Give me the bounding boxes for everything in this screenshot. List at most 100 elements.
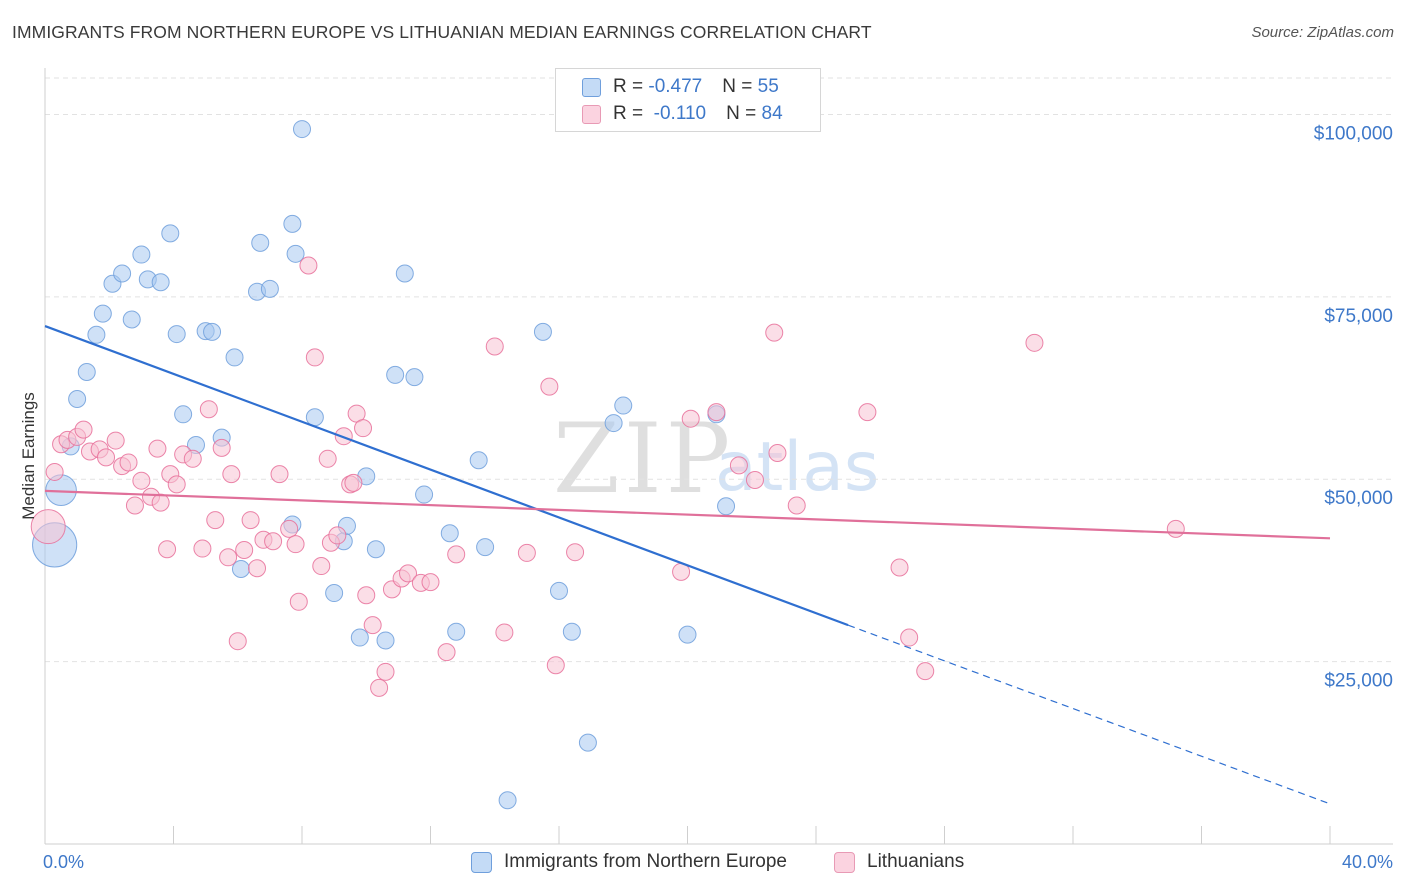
series-lithuanians [30,256,1185,697]
data-point [916,662,935,681]
data-point [437,643,456,662]
data-point [158,540,177,559]
data-point [469,451,488,470]
data-point [566,543,585,562]
data-point [858,403,877,422]
series-legend: Immigrants from Northern Europe Lithuani… [0,851,1406,877]
legend-n-value: 84 [761,103,783,124]
data-point [1166,519,1185,538]
data-point [562,622,581,641]
data-point [354,419,373,438]
data-point [325,584,344,603]
legend-n-label: N = [722,76,758,97]
data-point [122,310,141,329]
data-point [328,526,347,545]
data-point [45,462,64,481]
data-point [206,511,225,530]
legend-swatch-lithuanians [582,104,601,124]
data-point [77,362,96,381]
data-point [119,453,138,472]
data-point [241,511,260,530]
data-point [183,449,202,468]
data-point [370,678,389,697]
data-point [203,322,222,341]
data-point [283,214,302,233]
y-tick-label: $50,000 [1324,488,1393,509]
data-points [30,120,1185,810]
watermark-zip: ZIP [553,403,734,515]
data-point [890,558,909,577]
data-point [299,256,318,275]
data-point [447,545,466,564]
data-point [476,538,495,557]
data-point [161,224,180,243]
data-point [228,632,247,651]
data-point [248,559,267,578]
source-credit: Source: ZipAtlas.com [1251,24,1394,41]
data-point [765,323,784,342]
data-point [717,497,736,516]
data-point [376,662,395,681]
data-point [219,548,238,567]
data-point [376,631,395,650]
legend-r-label: R = [613,103,649,124]
data-point [125,496,144,515]
data-point [199,400,218,419]
legend-swatch [471,851,492,873]
data-point [293,120,311,139]
legend-swatch-northern-europe [582,77,601,97]
data-point [305,348,324,367]
legend-n-value: 55 [757,76,779,97]
data-point [167,325,186,344]
legend-row-lithuanians: R = -0.110 N = 84 [582,102,783,126]
data-point [318,449,337,468]
data-point [212,438,231,457]
data-point [151,273,170,292]
y-tick-label: $25,000 [1324,671,1393,692]
trend-line-extension [847,624,1331,805]
data-point [900,628,919,647]
data-point [678,625,697,644]
data-point [485,337,504,356]
data-point [366,540,385,559]
data-point [350,628,369,647]
data-point [399,564,418,583]
data-point [264,532,283,551]
data-point [251,233,270,252]
data-point [745,470,764,489]
data-point [289,592,308,611]
tick-labels: $25,000 $50,000 $75,000 $100,000 0.0% 40.0% [43,123,1393,872]
legend-r-value: -0.477 [648,76,703,97]
legend-label: Immigrants from Northern Europe [504,851,787,872]
data-point [440,524,459,543]
data-point [68,389,87,408]
x-tick-label: 0.0% [43,852,84,872]
data-point [148,439,167,458]
data-point [97,448,116,467]
chart-title: IMMIGRANTS FROM NORTHERN EUROPE VS LITHU… [12,22,872,42]
data-point [540,377,559,396]
legend-item-lithuanians: Lithuanians [834,851,964,873]
data-point [729,456,748,475]
legend-item-northern-europe: Immigrants from Northern Europe [471,851,787,873]
data-point [357,586,376,605]
data-point [74,420,93,439]
y-tick-label: $100,000 [1314,123,1393,144]
legend-label: Lithuanians [867,851,965,872]
y-tick-label: $75,000 [1324,306,1393,327]
data-point [546,656,565,675]
data-point [421,573,440,592]
data-point [707,403,726,422]
data-point [222,465,241,484]
legend-swatch [834,851,855,873]
data-point [93,304,112,323]
trend-line-northern-europe [44,325,849,627]
legend-n-label: N = [726,103,762,124]
data-point [604,414,623,433]
data-point [113,264,132,283]
data-point [30,509,66,545]
data-point [517,543,536,562]
data-point [578,733,597,752]
data-point [363,616,382,635]
data-point [344,473,363,492]
